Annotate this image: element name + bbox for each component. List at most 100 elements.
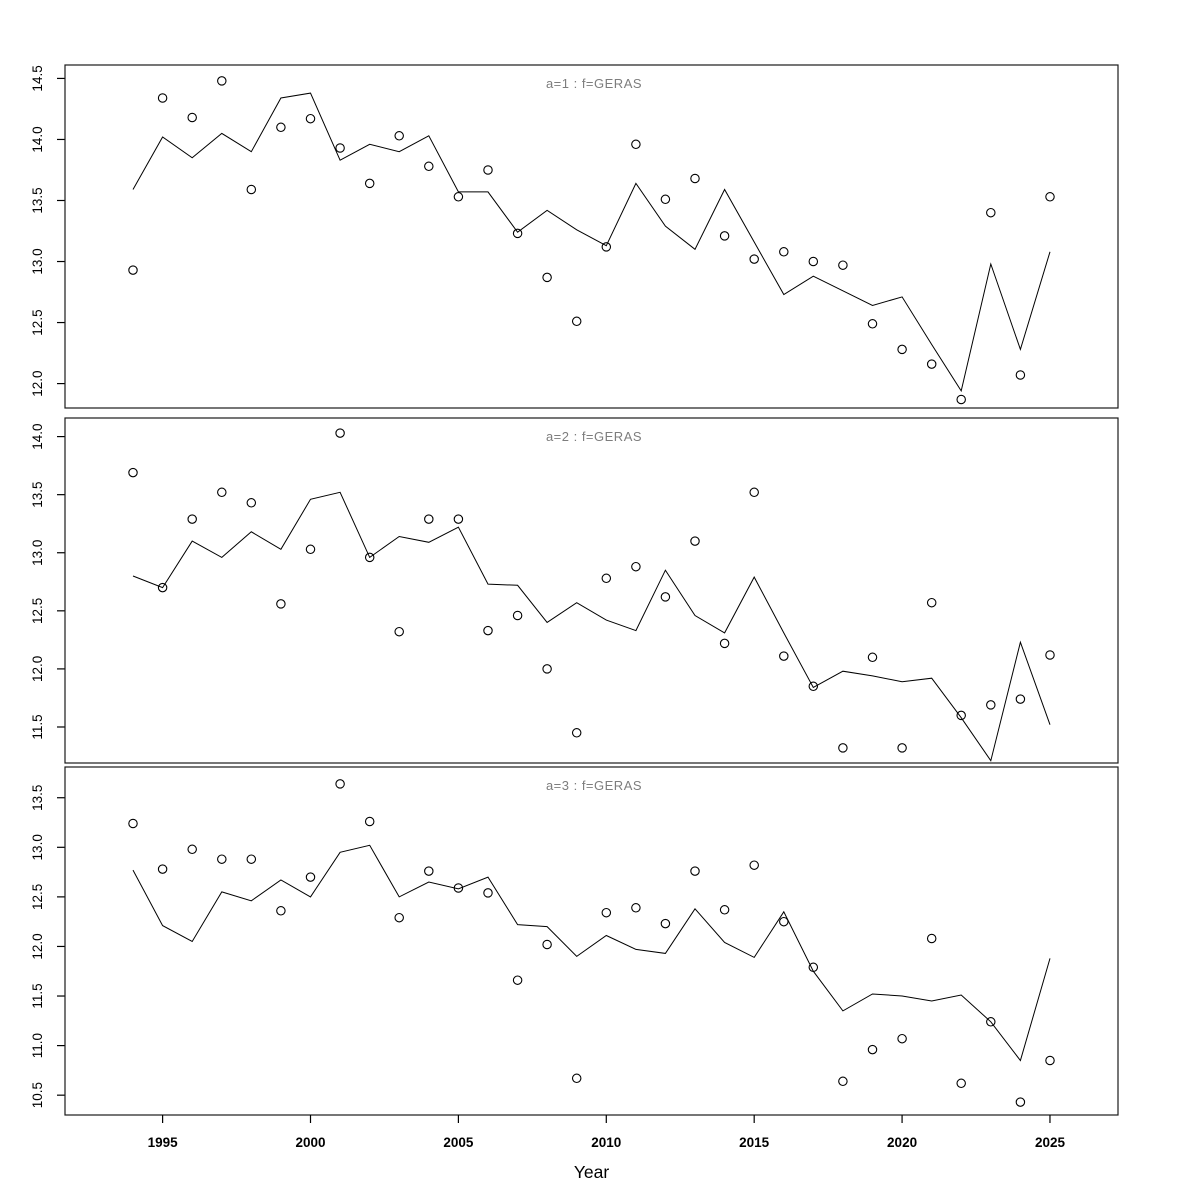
data-point	[276, 906, 286, 916]
data-point	[956, 394, 966, 405]
panel-title: a=2 : f=GERAS	[546, 429, 642, 444]
data-point	[571, 316, 582, 327]
x-axis-tick-label: 2020	[887, 1135, 917, 1150]
y-axis-tick-label: 13.5	[30, 785, 45, 811]
data-point	[453, 883, 464, 893]
data-point	[483, 888, 493, 898]
y-axis-tick-label: 11.5	[30, 714, 45, 739]
y-axis-tick-label: 13.5	[30, 187, 45, 213]
data-point	[926, 933, 937, 944]
x-axis-tick-label: 2000	[295, 1135, 325, 1150]
data-point	[1045, 192, 1055, 202]
data-point	[779, 651, 789, 661]
data-point	[1045, 650, 1055, 660]
data-point	[631, 903, 641, 913]
data-point	[453, 514, 464, 524]
data-point	[217, 487, 227, 498]
data-point	[217, 76, 227, 86]
data-point	[631, 561, 641, 572]
x-axis-tick-label: 2005	[443, 1135, 474, 1150]
data-point	[779, 916, 789, 927]
data-point	[867, 652, 878, 663]
data-point	[424, 514, 434, 524]
data-point	[838, 1076, 848, 1087]
data-point	[956, 710, 966, 721]
data-point	[986, 1017, 996, 1027]
y-axis-tick-label: 13.5	[30, 482, 45, 508]
data-point	[719, 638, 730, 649]
y-axis-tick-label: 13.0	[30, 540, 45, 566]
fit-line	[132, 491, 1051, 762]
data-point	[719, 905, 730, 915]
data-point	[424, 161, 434, 172]
data-point	[690, 173, 700, 184]
data-point	[1045, 1055, 1055, 1066]
data-point	[956, 1078, 966, 1089]
data-point	[926, 597, 937, 608]
data-point	[424, 866, 434, 876]
data-point	[276, 599, 286, 609]
y-axis-tick-label: 12.0	[30, 933, 45, 959]
data-point	[364, 178, 375, 189]
data-point	[986, 207, 996, 218]
y-axis-tick-label: 14.0	[30, 126, 45, 152]
y-axis-tick-label: 11.5	[30, 983, 45, 1008]
data-point	[926, 359, 937, 369]
x-axis-title: Year	[573, 1162, 610, 1182]
panel-border	[64, 766, 1119, 1116]
y-axis-tick-label: 13.0	[30, 248, 45, 274]
data-point	[601, 242, 612, 252]
data-point	[483, 165, 493, 175]
data-point	[808, 256, 819, 267]
panel-title: a=1 : f=GERAS	[546, 76, 642, 91]
data-point	[157, 864, 168, 874]
data-point	[897, 344, 907, 355]
data-point	[364, 552, 375, 563]
y-axis-tick-label: 12.5	[30, 884, 45, 910]
x-axis-tick-label: 2015	[739, 1135, 770, 1150]
data-point	[749, 487, 759, 498]
data-point	[157, 93, 168, 103]
data-point	[1015, 1097, 1026, 1107]
data-point	[986, 700, 996, 710]
data-point	[335, 143, 345, 153]
data-point	[1015, 694, 1026, 704]
data-point	[512, 228, 523, 239]
data-point	[246, 498, 257, 508]
panel-border	[64, 64, 1119, 409]
data-point	[246, 184, 257, 195]
data-point	[867, 1044, 878, 1055]
fit-line	[132, 844, 1051, 1062]
data-point	[453, 192, 464, 202]
data-point	[512, 610, 523, 621]
y-axis-tick-label: 12.0	[30, 656, 45, 682]
data-point	[808, 962, 819, 973]
data-point	[719, 231, 730, 241]
y-axis-tick-label: 12.0	[30, 370, 45, 396]
x-axis-tick-label: 1995	[148, 1135, 179, 1150]
data-point	[187, 844, 197, 855]
data-point	[631, 139, 641, 150]
data-point	[128, 467, 138, 478]
data-point	[601, 907, 612, 918]
data-point	[838, 743, 848, 753]
y-axis-tick-label: 10.5	[30, 1082, 45, 1108]
data-point	[335, 428, 345, 438]
data-point	[542, 939, 552, 950]
data-point	[897, 743, 907, 753]
y-axis-tick-label: 13.0	[30, 834, 45, 860]
data-point	[808, 681, 819, 692]
data-point	[246, 854, 257, 864]
data-point	[660, 194, 671, 205]
data-point	[128, 265, 138, 275]
data-point	[542, 272, 552, 283]
data-point	[660, 918, 671, 929]
data-point	[394, 626, 404, 637]
data-point	[394, 131, 404, 141]
data-point	[1015, 370, 1026, 380]
data-point	[690, 866, 700, 876]
data-point	[838, 260, 848, 270]
data-point	[276, 122, 286, 133]
